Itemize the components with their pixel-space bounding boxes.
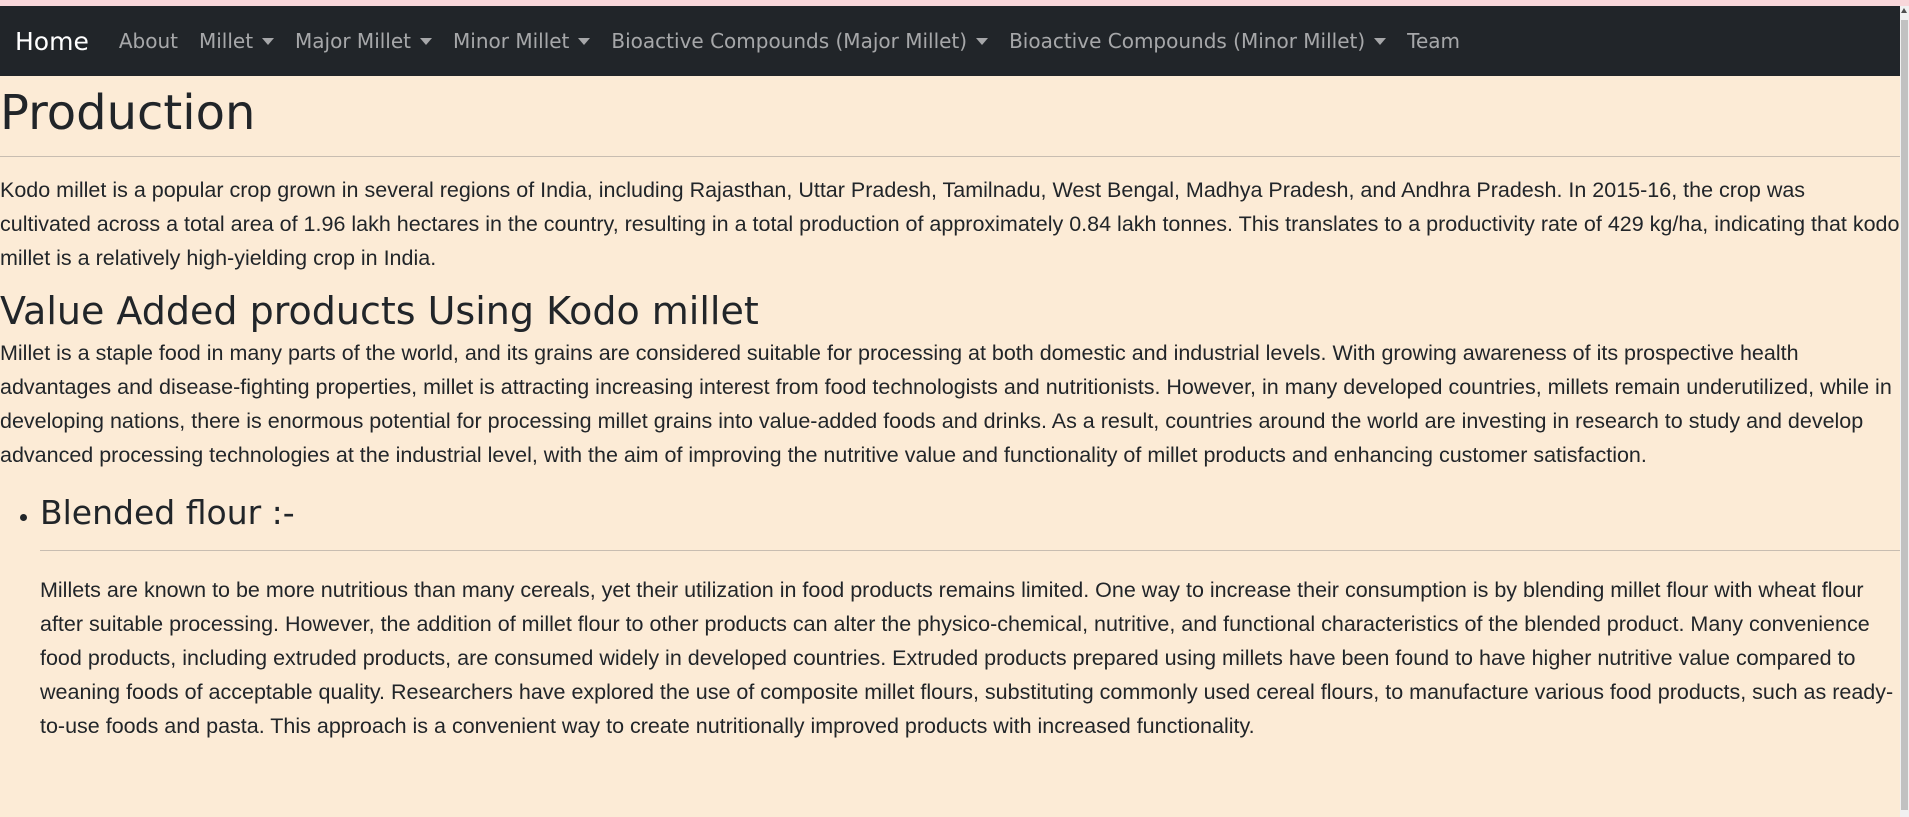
divider: [40, 550, 1900, 551]
nav-team[interactable]: Team: [1407, 29, 1460, 53]
nav-team-label: Team: [1407, 29, 1461, 53]
scrollbar[interactable]: [1900, 6, 1909, 817]
value-added-heading: Value Added products Using Kodo millet: [0, 289, 759, 333]
scrollbar-thumb[interactable]: [1901, 20, 1908, 810]
nav-millet-dropdown[interactable]: Millet: [198, 29, 275, 53]
production-paragraph: Kodo millet is a popular crop grown in s…: [0, 178, 1900, 270]
list-item: Blended flour :- Millets are known to be…: [40, 492, 1900, 743]
nav-bioactive-minor-dropdown[interactable]: Bioactive Compounds (Minor Millet): [1009, 29, 1387, 53]
caret-down-icon: [976, 37, 989, 45]
page-title: Production: [0, 85, 256, 141]
nav-minor-millet-dropdown[interactable]: Minor Millet: [453, 29, 591, 53]
nav-bioactive-major-dropdown[interactable]: Bioactive Compounds (Major Millet): [611, 29, 989, 53]
products-list: Blended flour :- Millets are known to be…: [0, 492, 1900, 743]
main-content: Production Kodo millet is a popular crop…: [0, 76, 1900, 743]
nav-millet-label: Millet: [198, 29, 254, 53]
nav-major-millet-label: Major Millet: [295, 29, 412, 53]
blended-flour-heading: Blended flour :-: [40, 493, 295, 532]
blended-flour-paragraph: Millets are known to be more nutritious …: [40, 578, 1894, 738]
caret-down-icon: [1374, 37, 1387, 45]
navbar: Home About Millet Major Millet Minor Mil…: [0, 6, 1900, 76]
caret-down-icon: [420, 37, 433, 45]
nav-about-label: About: [118, 29, 178, 53]
divider: [0, 156, 1900, 157]
nav-major-millet-dropdown[interactable]: Major Millet: [295, 29, 433, 53]
top-strip: [0, 0, 1909, 6]
nav-bioactive-major-label: Bioactive Compounds (Major Millet): [611, 29, 968, 53]
caret-down-icon: [578, 37, 591, 45]
nav-about[interactable]: About: [119, 29, 178, 53]
value-added-paragraph: Millet is a staple food in many parts of…: [0, 341, 1892, 467]
caret-down-icon: [262, 37, 275, 45]
nav-bioactive-minor-label: Bioactive Compounds (Minor Millet): [1009, 29, 1366, 53]
scroll-up-icon[interactable]: [1901, 8, 1907, 13]
nav-minor-millet-label: Minor Millet: [453, 29, 570, 53]
home-link[interactable]: Home: [15, 26, 89, 56]
